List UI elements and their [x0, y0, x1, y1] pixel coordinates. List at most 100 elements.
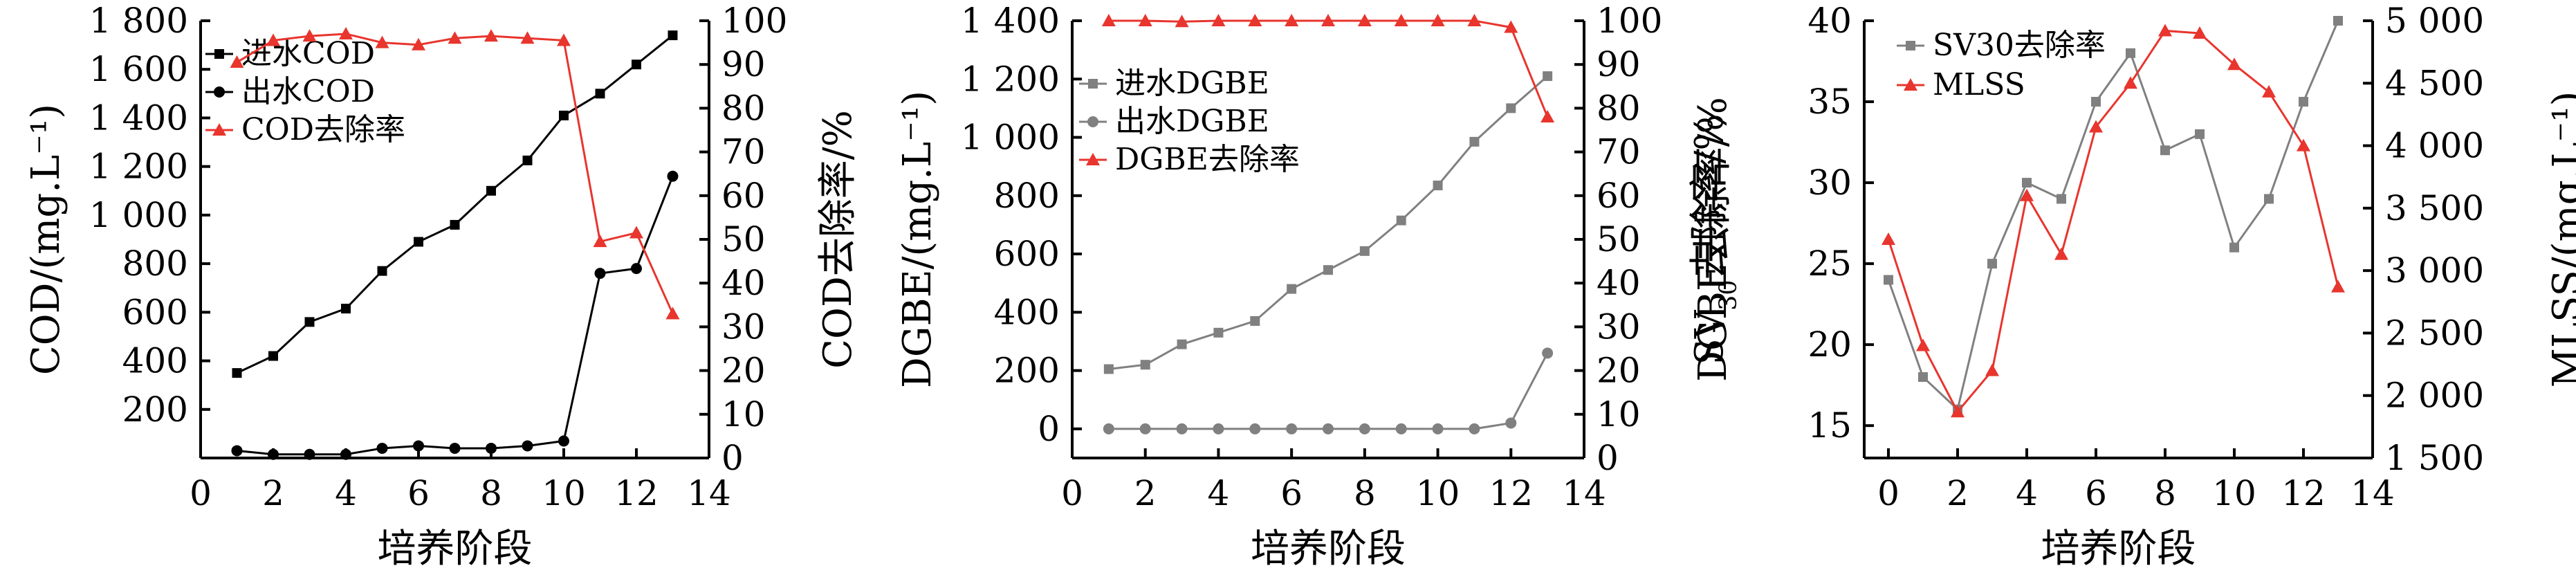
- y2-tick-label: 3 500: [2385, 188, 2484, 228]
- data-point: [558, 435, 569, 447]
- data-point: [2193, 26, 2207, 39]
- y-tick-label: 1 200: [961, 59, 1060, 99]
- legend-label: 出水DGBE: [1115, 104, 1269, 139]
- y2-tick-label: 20: [721, 351, 766, 391]
- y2-tick-label: 4 500: [2385, 63, 2484, 103]
- data-point: [1287, 284, 1297, 294]
- data-point: [266, 33, 280, 46]
- y-tick-label: 1 400: [89, 98, 188, 138]
- data-point: [665, 306, 680, 320]
- legend-label: SV30去除率: [1933, 28, 2106, 63]
- y2-tick-label: 70: [1597, 132, 1641, 172]
- data-point: [1213, 423, 1224, 434]
- data-point: [2264, 194, 2274, 204]
- data-point: [2195, 129, 2205, 139]
- data-point: [1916, 338, 1930, 351]
- x-tick-label: 10: [2212, 473, 2256, 513]
- series-line: [237, 176, 674, 456]
- data-point: [268, 448, 279, 460]
- legend-marker: [214, 49, 224, 59]
- y-tick-label: 25: [1807, 244, 1852, 284]
- data-point: [377, 266, 387, 276]
- x-axis-title: 培养阶段: [2041, 526, 2196, 571]
- y2-tick-label: 30: [721, 306, 766, 347]
- y2-tick-label: 50: [1597, 219, 1641, 259]
- y2-tick-label: 90: [721, 44, 766, 84]
- data-point: [1103, 423, 1114, 434]
- data-point: [414, 237, 423, 247]
- x-tick-label: 4: [1208, 473, 1230, 513]
- x-tick-label: 8: [2154, 473, 2176, 513]
- y-tick-label: 15: [1807, 405, 1852, 446]
- data-point: [629, 226, 643, 239]
- y-tick-label: 600: [994, 234, 1060, 274]
- x-tick-label: 4: [335, 473, 357, 513]
- data-point: [668, 30, 678, 41]
- y2-tick-label: 2 000: [2385, 376, 2484, 416]
- legend-label: DGBE去除率: [1115, 142, 1300, 177]
- data-point: [1469, 423, 1480, 434]
- data-point: [339, 26, 353, 39]
- data-point: [304, 317, 315, 327]
- data-point: [448, 31, 462, 44]
- x-tick-label: 0: [1877, 473, 1899, 513]
- data-point: [2229, 242, 2239, 253]
- data-point: [2022, 178, 2032, 188]
- data-point: [1323, 423, 1334, 434]
- data-point: [1469, 136, 1480, 147]
- y-tick-label: 800: [994, 176, 1060, 216]
- data-point: [1321, 14, 1335, 26]
- y2-tick-label: 40: [1597, 263, 1641, 303]
- data-point: [557, 33, 571, 46]
- data-point: [595, 89, 605, 99]
- y-tick-label: 1 000: [961, 118, 1060, 158]
- x-axis-title: 培养阶段: [378, 526, 533, 571]
- data-point: [232, 368, 242, 378]
- data-point: [1176, 423, 1188, 434]
- y2-tick-label: 30: [1597, 306, 1641, 347]
- data-point: [1357, 14, 1372, 26]
- series-line: [1108, 352, 1549, 430]
- y2-tick-label: 4 000: [2385, 126, 2484, 166]
- x-tick-label: 2: [1947, 473, 1969, 513]
- data-point: [1467, 14, 1482, 26]
- data-point: [486, 185, 496, 196]
- legend-label: 进水COD: [241, 36, 375, 71]
- legend-marker: [1087, 116, 1098, 127]
- data-point: [1506, 103, 1516, 113]
- x-tick-label: 14: [2350, 473, 2395, 513]
- y2-tick-label: 1 500: [2385, 438, 2484, 478]
- y-tick-label: 400: [994, 292, 1060, 332]
- data-point: [1504, 20, 1518, 33]
- y-tick-label: 200: [994, 351, 1060, 391]
- series-line: [1887, 20, 2339, 412]
- data-point: [1985, 363, 1999, 376]
- data-point: [522, 440, 533, 452]
- legend-label: COD去除率: [241, 112, 405, 147]
- data-point: [667, 170, 679, 182]
- y-tick-label: 1 400: [961, 1, 1060, 41]
- y-tick-label: 20: [1807, 324, 1852, 365]
- data-point: [593, 235, 607, 248]
- data-point: [304, 448, 315, 460]
- y-tick-label: 800: [122, 244, 188, 284]
- x-axis-title: 培养阶段: [1251, 526, 1406, 571]
- data-point: [2124, 76, 2137, 89]
- data-point: [1250, 315, 1260, 326]
- y-tick-label: 200: [122, 390, 188, 430]
- y2-tick-label: 100: [721, 1, 787, 41]
- data-point: [1101, 14, 1116, 26]
- y-axis-title: COD/(mg.L⁻¹): [24, 104, 68, 375]
- x-tick-label: 6: [2085, 473, 2107, 513]
- data-point: [2158, 24, 2172, 37]
- data-point: [376, 442, 388, 454]
- data-point: [1432, 423, 1444, 434]
- data-point: [2057, 194, 2066, 204]
- data-point: [268, 351, 278, 361]
- data-point: [1359, 423, 1370, 434]
- x-tick-label: 12: [614, 473, 659, 513]
- data-point: [450, 219, 460, 230]
- data-point: [1951, 405, 1965, 418]
- data-point: [449, 442, 461, 454]
